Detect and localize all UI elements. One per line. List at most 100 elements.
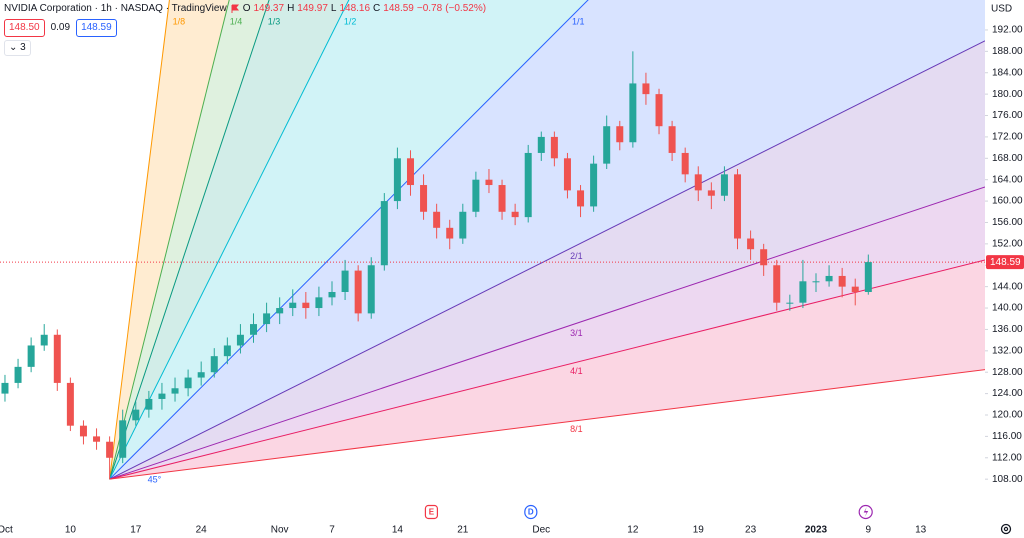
fan-label: 8/1 [570, 424, 583, 434]
y-tick-label: 152.00 [992, 239, 1023, 250]
candle-body [707, 190, 715, 196]
last-price-badge [986, 255, 1024, 270]
candle-body [446, 227, 454, 239]
candle-body [341, 270, 349, 292]
x-tick-label: 2023 [805, 525, 828, 536]
event-label: D [528, 508, 534, 517]
x-tick-label: 10 [65, 525, 77, 536]
y-tick-label: 136.00 [992, 324, 1023, 335]
ohlc-value: 148.16 [339, 3, 371, 14]
fan-label: 4/1 [570, 366, 583, 376]
fan-label: 3/1 [570, 328, 583, 338]
candle-body [511, 211, 519, 218]
candle-body [145, 398, 153, 410]
x-tick-label: 21 [457, 525, 469, 536]
fan-line [109, 0, 270, 480]
candle-body [420, 185, 428, 212]
candle-body [537, 136, 545, 153]
candle-body [773, 265, 781, 303]
candle-body [106, 441, 114, 458]
candle-body [315, 297, 323, 309]
fan-line [109, 259, 985, 480]
ohlc-key: O [242, 3, 251, 14]
x-tick-label: 24 [196, 525, 208, 536]
candle-body [302, 302, 310, 309]
event-icon[interactable] [424, 504, 439, 520]
candle-body [485, 179, 493, 186]
candle-body [838, 275, 846, 287]
candle-body [864, 262, 872, 292]
y-tick-label: 160.00 [992, 196, 1023, 207]
candle-body [799, 281, 807, 303]
candle-body [354, 270, 362, 314]
candle-body [367, 265, 375, 314]
fan-line [109, 40, 985, 480]
candle-body [851, 286, 859, 292]
candle-body [812, 281, 820, 283]
bid-button[interactable]: 148.50 [4, 19, 45, 37]
change-pct: (−0.52%) [445, 3, 487, 14]
last-price-label: 148.59 [990, 257, 1021, 268]
y-tick-label: 188.00 [992, 46, 1023, 57]
candle-body [197, 372, 205, 378]
y-tick-label: 112.00 [992, 452, 1022, 463]
candle-body [406, 158, 414, 186]
event-bolt [863, 507, 869, 517]
candle-body [184, 377, 192, 389]
y-tick-label: 124.00 [992, 388, 1023, 399]
x-tick-label: Nov [271, 525, 289, 536]
x-tick-label: 17 [130, 525, 142, 536]
candle-body [563, 158, 571, 191]
y-tick-label: 180.00 [992, 89, 1023, 100]
candle-body [550, 136, 558, 159]
ohlc-value: 149.97 [297, 3, 328, 14]
candles [0, 51, 985, 480]
y-tick-label: 164.00 [992, 174, 1023, 185]
candle-body [734, 174, 742, 239]
fan-line [109, 186, 985, 480]
candle-body [577, 190, 585, 207]
candle-body [825, 275, 833, 282]
y-tick-label: 128.00 [992, 367, 1023, 378]
indicators-toggle[interactable]: ⌄ 3 [4, 40, 31, 56]
candle-body [498, 185, 506, 212]
event-icon[interactable] [524, 504, 538, 520]
fan-line [109, 0, 350, 480]
y-tick-label: 184.00 [992, 67, 1023, 78]
candle-body [66, 382, 74, 426]
settings-icon[interactable] [1000, 523, 1012, 535]
x-tick-label: 12 [627, 525, 639, 536]
y-tick-label: 116.00 [992, 431, 1022, 442]
candle-body [53, 334, 61, 383]
candle-body [720, 174, 728, 196]
candle-body [40, 334, 48, 346]
y-tick-label: 172.00 [992, 132, 1023, 143]
fan-label: 1/2 [344, 16, 357, 26]
ask-button[interactable]: 148.59 [76, 19, 117, 37]
fan-line [109, 369, 985, 480]
candle-body [93, 436, 101, 442]
currency: USD [991, 4, 1012, 15]
spread: 0.09 [50, 22, 71, 33]
candle-body [1, 382, 9, 394]
candle-body [210, 356, 218, 373]
fan-angle-label: 45° [148, 475, 162, 485]
candle-body [616, 126, 624, 143]
ohlc-value: 149.37 [253, 3, 285, 14]
candle-body [393, 158, 401, 202]
ohlc-key: L [330, 3, 337, 14]
fan-zone [109, 0, 985, 480]
candle-body [472, 179, 480, 212]
candle-body [289, 302, 297, 309]
candle-body [79, 425, 87, 437]
x-tick-label: 9 [866, 525, 872, 536]
y-tick-label: 192.00 [992, 25, 1023, 36]
x-tick-label: 19 [693, 525, 705, 536]
ohlc-key: C [373, 3, 381, 14]
x-tick-label: 14 [392, 525, 404, 536]
fan-label: 1/4 [230, 16, 243, 26]
candle-body [132, 409, 140, 421]
flag-icon[interactable] [230, 4, 240, 14]
